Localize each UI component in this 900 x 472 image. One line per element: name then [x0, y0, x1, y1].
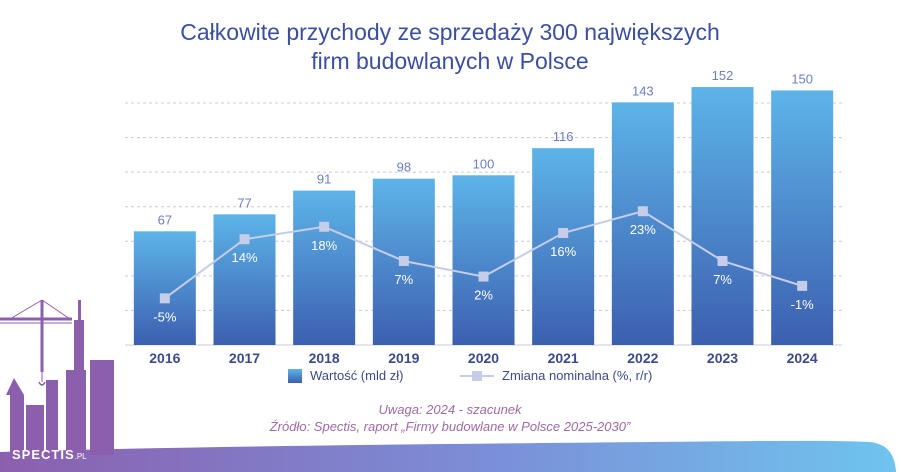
legend-item-line: Zmiana nominalna (%, r/r): [460, 368, 652, 383]
legend-bar-swatch: [288, 368, 302, 383]
bar-label-2019: 98: [397, 160, 411, 175]
bar-label-2016: 67: [158, 212, 172, 227]
change-point-2023: [717, 256, 728, 266]
bar-label-2017: 77: [237, 195, 251, 210]
x-axis-ticks: 2016 2017 2018 2019 2020 2021 2022 2023 2024: [149, 350, 818, 366]
change-label-2018: 18%: [311, 238, 337, 253]
line-series: [159, 206, 808, 304]
line-labels: -5% 14% 18% 7% 2% 16% 23% 7% -1%: [153, 222, 814, 324]
change-label-2017: 14%: [231, 250, 257, 265]
bar-2018: [293, 190, 356, 345]
legend-label-bars: Wartość (mld zł): [310, 368, 404, 383]
change-label-2021: 16%: [550, 244, 576, 259]
bar-label-2020: 100: [473, 156, 495, 171]
change-point-2020: [478, 271, 489, 282]
legend-line-swatch: [460, 369, 494, 383]
bar-label-2023: 152: [712, 68, 734, 83]
bar-label-2021: 116: [553, 129, 574, 144]
chart-title-line-1: Całkowite przychody ze sprzedaży 300 naj…: [180, 19, 720, 45]
footer-wave: [0, 440, 896, 472]
change-label-2016: -5%: [153, 309, 177, 324]
change-point-2019: [398, 256, 409, 266]
brand-logo: SPECTIS.PL: [12, 447, 87, 462]
bar-2016: [133, 231, 196, 345]
change-label-2022: 23%: [630, 222, 656, 237]
x-tick-2024: 2024: [787, 350, 818, 366]
brand-suffix: .PL: [74, 452, 87, 461]
x-tick-2016: 2016: [149, 350, 180, 366]
change-point-2021: [558, 228, 569, 238]
city-skyline-icon: [0, 299, 114, 455]
bar-2021: [532, 148, 595, 345]
x-tick-2018: 2018: [309, 350, 340, 366]
x-tick-2021: 2021: [548, 350, 579, 366]
bar-2023: [691, 87, 754, 345]
bar-label-2018: 91: [317, 172, 331, 187]
change-point-2016: [159, 293, 170, 304]
bar-label-2022: 143: [632, 83, 654, 98]
bar-series: [133, 87, 834, 345]
change-label-2023: 7%: [713, 272, 732, 287]
chart-title-line-2: firm budowlanych w Polsce: [311, 48, 589, 74]
bar-labels: 67 77 91 98 100 116 143 152 150: [158, 68, 813, 227]
change-point-2017: [239, 234, 250, 245]
x-tick-2020: 2020: [468, 350, 499, 366]
bar-2017: [213, 214, 276, 345]
chart-title: Całkowite przychody ze sprzedaży 300 naj…: [0, 18, 900, 76]
source-note: Źródło: Spectis, raport „Firmy budowlane…: [269, 419, 631, 434]
bar-2024: [771, 90, 834, 345]
bar-label-2024: 150: [791, 71, 813, 86]
x-tick-2022: 2022: [627, 350, 658, 366]
change-label-2024: -1%: [791, 297, 815, 312]
x-tick-2023: 2023: [707, 350, 738, 366]
x-tick-2017: 2017: [229, 350, 260, 366]
change-point-2024: [797, 280, 808, 291]
x-tick-2019: 2019: [388, 350, 419, 366]
legend-label-line: Zmiana nominalna (%, r/r): [502, 368, 653, 383]
bar-2020: [452, 175, 515, 345]
brand-name: SPECTIS: [12, 447, 75, 462]
chart-notes: Uwaga: 2024 - szacunek Źródło: Spectis, …: [0, 401, 900, 435]
change-point-2022: [637, 206, 648, 217]
change-label-2020: 2%: [474, 288, 493, 303]
change-point-2018: [319, 221, 330, 232]
legend: Wartość (mld zł) Zmiana nominalna (%, r/…: [0, 368, 900, 388]
legend-item-bars: Wartość (mld zł): [288, 368, 403, 383]
change-label-2019: 7%: [394, 272, 413, 287]
estimate-note: Uwaga: 2024 - szacunek: [378, 402, 522, 417]
